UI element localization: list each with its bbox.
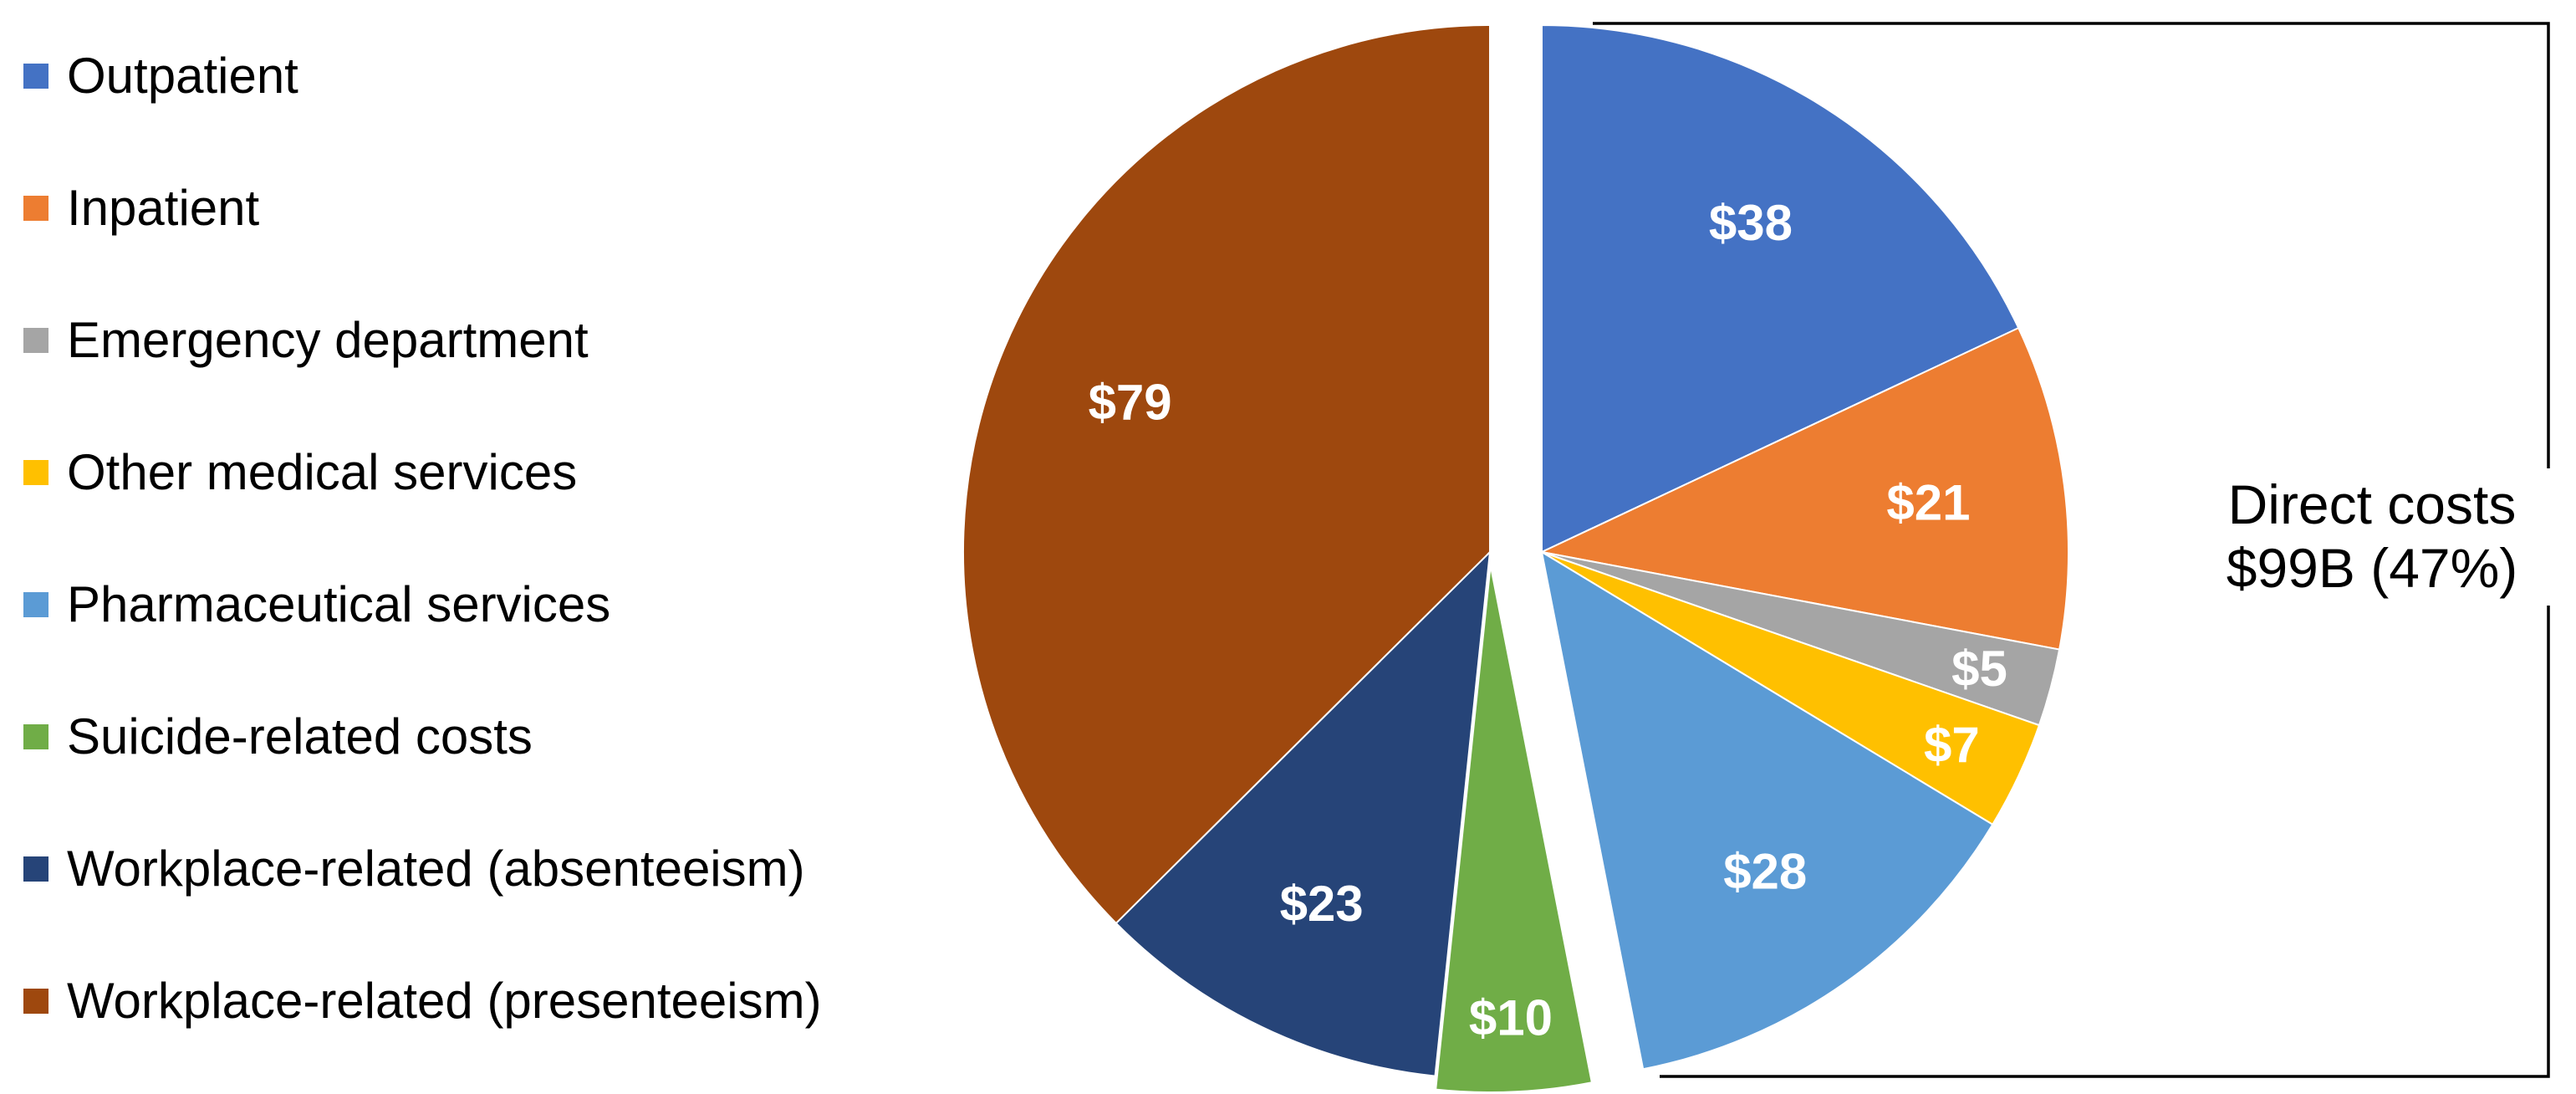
legend-label: Emergency department [67,312,589,368]
legend-item-suicide-related-costs: Suicide-related costs [23,708,822,766]
legend-item-emergency-department: Emergency department [23,311,822,370]
legend-swatch-inpatient [23,196,48,221]
slice-value-label-workplace-related-presenteeism: $79 [1089,374,1172,430]
legend-label: Workplace-related (absenteeism) [67,841,805,897]
legend-label: Suicide-related costs [67,708,533,764]
legend: Outpatient Inpatient Emergency department O… [23,47,822,1030]
pie-slice-outpatient [1541,24,2020,553]
pie-slice-pharmaceutical-services [1541,551,1994,1071]
legend-swatch-workplace-related-absenteeism [23,856,48,882]
legend-label: Other medical services [67,444,578,500]
slice-value-label-outpatient: $38 [1709,195,1793,251]
legend-swatch-pharmaceutical-services [23,592,48,617]
legend-swatch-suicide-related-costs [23,724,48,749]
direct-costs-annotation-line1: Direct costs [2227,473,2517,535]
legend-swatch-other-medical-services [23,460,48,485]
legend-label: Workplace-related (presenteeism) [67,973,822,1029]
slice-value-label-workplace-related-absenteeism: $23 [1280,876,1364,932]
legend-item-outpatient: Outpatient [23,47,822,105]
legend-item-inpatient: Inpatient [23,179,822,238]
legend-swatch-workplace-related-presenteeism [23,989,48,1014]
legend-item-pharmaceutical-services: Pharmaceutical services [23,575,822,634]
legend-item-other-medical-services: Other medical services [23,443,822,502]
slice-value-label-other-medical-services: $7 [1924,717,1980,773]
pie-slice-inpatient [1541,327,2069,651]
slice-value-label-pharmaceutical-services: $28 [1723,843,1807,899]
legend-swatch-emergency-department [23,328,48,353]
legend-swatch-outpatient [23,64,48,89]
pie-slice-suicide-related-costs [1435,564,1593,1093]
slice-value-label-emergency-department: $5 [1951,641,2007,697]
slice-value-label-suicide-related-costs: $10 [1469,990,1553,1046]
direct-costs-annotation-line2: $99B (47%) [2226,536,2518,599]
slice-value-label-inpatient: $21 [1886,475,1970,531]
pie-slice-workplace-related-absenteeism [1115,551,1491,1077]
legend-item-workplace-related-presenteeism: Workplace-related (presenteeism) [23,972,822,1030]
direct-costs-annotation: Direct costs $99B (47%) [2172,468,2572,606]
pie-slice-workplace-related-presenteeism [962,24,1491,924]
legend-item-workplace-related-absenteeism: Workplace-related (absenteeism) [23,840,822,898]
legend-label: Pharmaceutical services [67,576,611,632]
legend-label: Outpatient [67,48,298,104]
legend-label: Inpatient [67,180,260,236]
